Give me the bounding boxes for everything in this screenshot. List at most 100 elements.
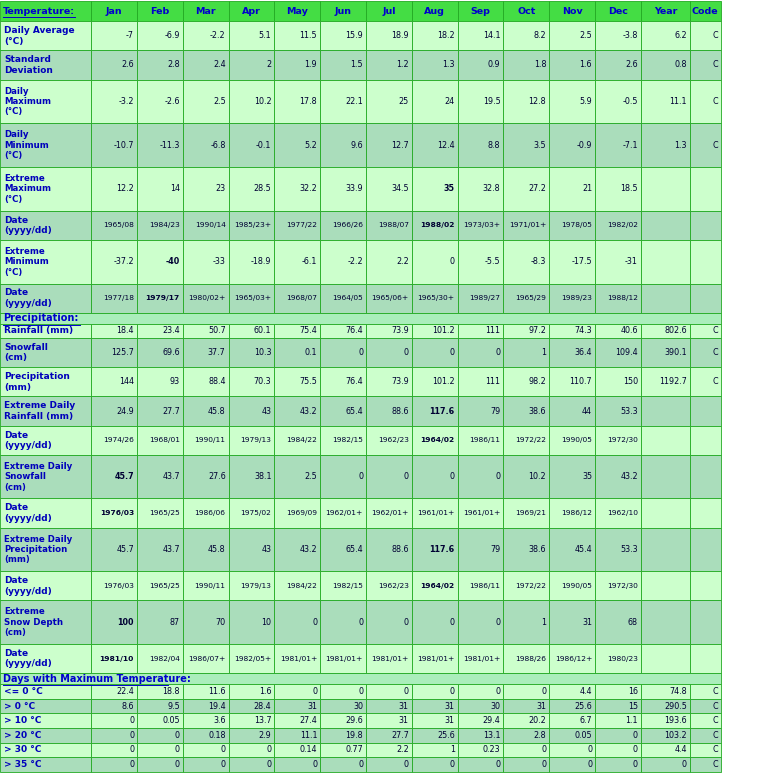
Bar bbox=[0, 728, 92, 743]
Bar bbox=[275, 51, 320, 80]
Text: -2.6: -2.6 bbox=[164, 97, 180, 106]
Bar bbox=[229, 80, 275, 123]
Bar bbox=[550, 1, 595, 21]
Text: Date
(yyyy/dd): Date (yyyy/dd) bbox=[4, 649, 52, 668]
Bar bbox=[640, 699, 690, 714]
Bar bbox=[92, 527, 137, 572]
Text: 30: 30 bbox=[490, 702, 500, 711]
Bar bbox=[137, 80, 183, 123]
Text: 50.7: 50.7 bbox=[207, 326, 226, 335]
Text: 1988/07: 1988/07 bbox=[378, 222, 409, 229]
Text: -0.5: -0.5 bbox=[622, 97, 638, 106]
Text: Standard
Deviation: Standard Deviation bbox=[4, 55, 53, 75]
Text: Code: Code bbox=[692, 7, 719, 16]
Bar bbox=[595, 743, 640, 757]
Text: 15: 15 bbox=[628, 702, 638, 711]
Bar bbox=[137, 644, 183, 673]
Text: 0: 0 bbox=[221, 760, 226, 769]
Text: 65.4: 65.4 bbox=[345, 545, 363, 554]
Bar bbox=[229, 527, 275, 572]
Text: 0: 0 bbox=[496, 618, 500, 627]
Text: 9.5: 9.5 bbox=[167, 702, 180, 711]
Text: 0: 0 bbox=[541, 760, 547, 769]
Text: 31: 31 bbox=[307, 702, 317, 711]
Text: 1989/27: 1989/27 bbox=[470, 295, 500, 301]
Bar bbox=[229, 284, 275, 313]
Text: C: C bbox=[712, 349, 718, 357]
Bar bbox=[366, 1, 412, 21]
Text: 23.4: 23.4 bbox=[162, 326, 180, 335]
Text: 0: 0 bbox=[496, 760, 500, 769]
Bar bbox=[640, 455, 690, 498]
Text: 0: 0 bbox=[358, 349, 363, 357]
Text: 11.6: 11.6 bbox=[208, 687, 226, 696]
Text: 1962/01+: 1962/01+ bbox=[371, 510, 409, 516]
Bar bbox=[457, 80, 503, 123]
Text: 1962/23: 1962/23 bbox=[378, 583, 409, 589]
Bar bbox=[275, 527, 320, 572]
Bar bbox=[137, 728, 183, 743]
Bar bbox=[183, 426, 229, 455]
Text: -0.1: -0.1 bbox=[256, 140, 272, 150]
Bar bbox=[550, 123, 595, 167]
Bar bbox=[92, 757, 137, 771]
Text: > 35 °C: > 35 °C bbox=[4, 760, 41, 769]
Bar bbox=[412, 211, 457, 240]
Bar bbox=[183, 572, 229, 601]
Bar bbox=[366, 426, 412, 455]
Text: 0: 0 bbox=[266, 760, 272, 769]
Text: C: C bbox=[712, 746, 718, 754]
Text: 16: 16 bbox=[628, 687, 638, 696]
Text: 31: 31 bbox=[536, 702, 547, 711]
Text: 1981/01+: 1981/01+ bbox=[326, 656, 363, 661]
Text: 1982/15: 1982/15 bbox=[332, 438, 363, 443]
Bar bbox=[275, 339, 320, 367]
Bar bbox=[229, 167, 275, 211]
Bar bbox=[503, 339, 549, 367]
Text: Year: Year bbox=[654, 7, 677, 16]
Text: 87: 87 bbox=[170, 618, 180, 627]
Text: 38.6: 38.6 bbox=[529, 545, 547, 554]
Text: 74.3: 74.3 bbox=[575, 326, 592, 335]
Text: 17.8: 17.8 bbox=[300, 97, 317, 106]
Text: 22.4: 22.4 bbox=[116, 687, 134, 696]
Text: 1985/23+: 1985/23+ bbox=[234, 222, 272, 229]
Bar bbox=[229, 1, 275, 21]
Bar bbox=[595, 396, 640, 426]
Bar bbox=[412, 714, 457, 728]
Text: 1979/13: 1979/13 bbox=[240, 438, 272, 443]
Bar bbox=[320, 728, 366, 743]
Text: 36.4: 36.4 bbox=[575, 349, 592, 357]
Bar bbox=[503, 757, 549, 771]
Bar bbox=[640, 728, 690, 743]
Bar bbox=[137, 426, 183, 455]
Text: 0.23: 0.23 bbox=[483, 746, 500, 754]
Bar bbox=[275, 498, 320, 527]
Bar bbox=[183, 123, 229, 167]
Bar bbox=[137, 743, 183, 757]
Bar bbox=[183, 284, 229, 313]
Bar bbox=[595, 728, 640, 743]
Text: -6.9: -6.9 bbox=[164, 31, 180, 41]
Bar bbox=[503, 684, 549, 699]
Text: 1964/05: 1964/05 bbox=[332, 295, 363, 301]
Bar bbox=[320, 743, 366, 757]
Bar bbox=[503, 1, 549, 21]
Text: 0: 0 bbox=[312, 618, 317, 627]
Text: 45.4: 45.4 bbox=[575, 545, 592, 554]
Text: -6.1: -6.1 bbox=[302, 257, 317, 266]
Text: 2.2: 2.2 bbox=[396, 746, 409, 754]
Bar bbox=[503, 527, 549, 572]
Bar bbox=[137, 240, 183, 284]
Bar bbox=[457, 684, 503, 699]
Bar bbox=[137, 714, 183, 728]
Text: 28.5: 28.5 bbox=[254, 184, 272, 193]
Text: -3.8: -3.8 bbox=[622, 31, 638, 41]
Bar bbox=[550, 757, 595, 771]
Bar bbox=[550, 284, 595, 313]
Bar bbox=[412, 601, 457, 644]
Text: 0: 0 bbox=[312, 760, 317, 769]
Text: 0: 0 bbox=[404, 760, 409, 769]
Bar bbox=[412, 498, 457, 527]
Bar bbox=[320, 123, 366, 167]
